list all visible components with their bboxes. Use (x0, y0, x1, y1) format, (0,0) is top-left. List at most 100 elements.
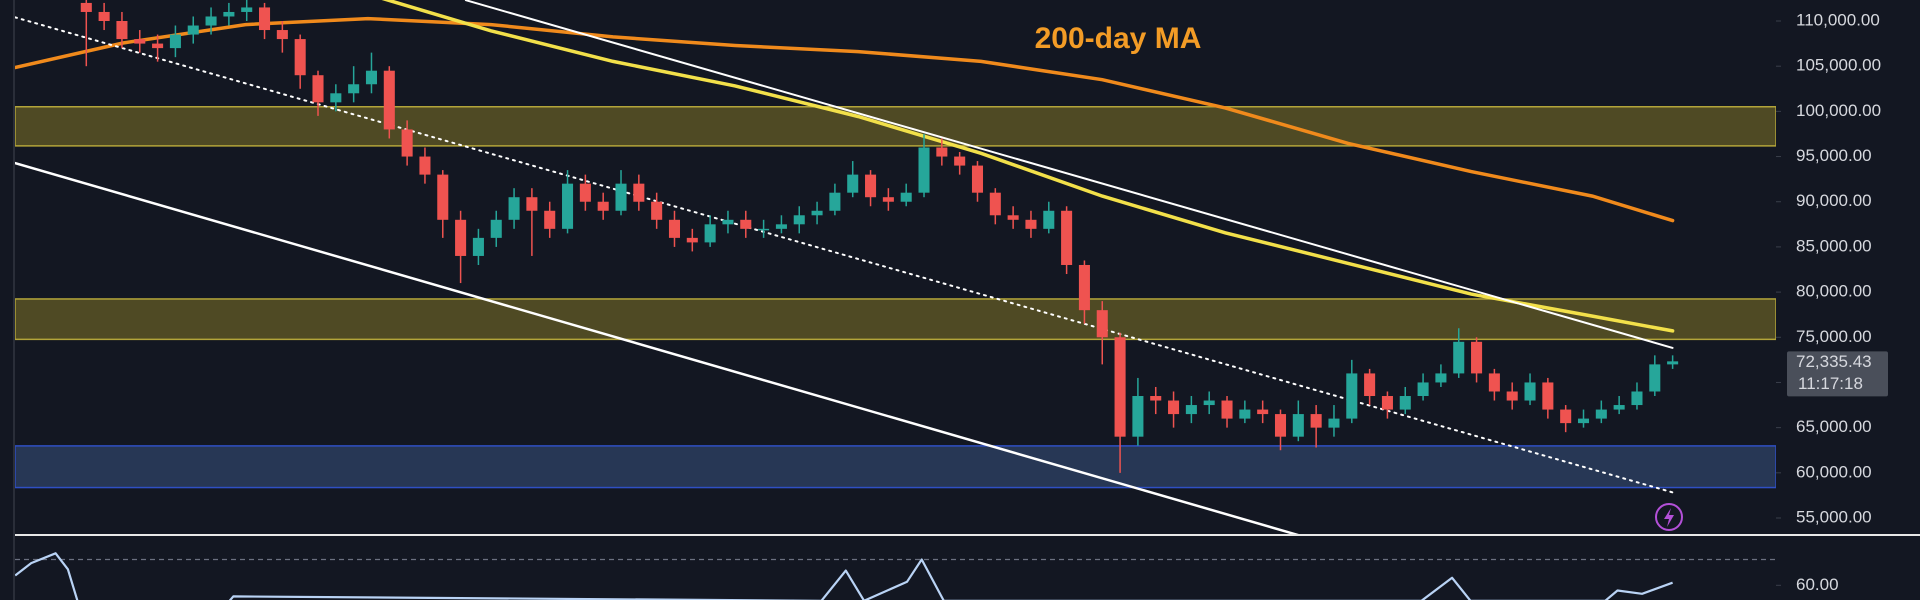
candle-body (348, 84, 360, 94)
candle-body (294, 39, 306, 76)
icon-circle (1655, 503, 1683, 531)
candle-body (1631, 391, 1643, 406)
candle-body (1524, 382, 1536, 401)
candle-body (1488, 373, 1500, 392)
y-tick-label: 80,000.00 (1796, 282, 1872, 301)
trend-line (15, 16, 1675, 223)
candle-body (508, 197, 520, 220)
y-tick-label: 90,000.00 (1796, 191, 1872, 210)
candle-body (562, 183, 574, 229)
candle-body (1043, 210, 1055, 229)
candle-body (1007, 215, 1019, 220)
candle-body (668, 219, 681, 238)
rsi-line (15, 552, 1673, 600)
candle-body (1364, 373, 1376, 397)
candle-body (1114, 337, 1126, 437)
candle-body (1506, 391, 1518, 401)
candle-body (169, 34, 181, 49)
candle-body (704, 224, 716, 243)
y-tick-label: 85,000.00 (1796, 236, 1872, 255)
trend-line (15, 161, 1301, 535)
candle-body (918, 147, 930, 193)
candle-body (686, 237, 698, 243)
candle-body (936, 147, 948, 157)
candle-body (633, 183, 645, 202)
ma-annotation: 200-day MA (1035, 22, 1202, 55)
candle-body (1471, 341, 1483, 374)
candle-body (1274, 414, 1287, 437)
candle-body (259, 7, 271, 31)
candle-body (882, 197, 894, 202)
candle-body (1667, 361, 1679, 365)
icon-bolt (1664, 508, 1674, 527)
candle-body (1310, 414, 1322, 428)
candle-body (1061, 210, 1073, 265)
candle-body (758, 228, 770, 231)
price-tag-label: 72,335.43 (1796, 352, 1872, 371)
zone (15, 445, 1776, 489)
candle-body (1150, 396, 1162, 401)
y-tick-label: 95,000.00 (1796, 146, 1872, 165)
candle-body (330, 93, 342, 103)
candle-body (1613, 405, 1625, 410)
y-tick-label: 110,000.00 (1796, 10, 1880, 29)
candle-body (1239, 409, 1251, 419)
candle-body (383, 70, 395, 130)
candle-body (1649, 364, 1661, 392)
candle-body (1292, 414, 1304, 437)
candle-body (241, 7, 253, 12)
candle-body (829, 192, 841, 211)
candle-body (312, 75, 324, 103)
candle-body (1560, 409, 1572, 424)
y-tick-label: 100,000.00 (1796, 101, 1881, 120)
candle-body (865, 174, 877, 198)
candle-body (1203, 400, 1215, 406)
candle-body (1417, 382, 1429, 397)
candle-body (1132, 396, 1144, 437)
lightning-icon (1655, 503, 1683, 531)
candle-body (1453, 341, 1465, 374)
price-tag-countdown: 11:17:18 (1798, 374, 1863, 393)
candle-body (1381, 396, 1393, 410)
zone (15, 298, 1776, 341)
candle-body (490, 219, 502, 238)
y-tick-label: 60,000.00 (1796, 462, 1872, 481)
y-tick-label: 55,000.00 (1796, 507, 1872, 526)
candle-body (472, 237, 484, 256)
candle-body (579, 183, 591, 202)
candle-body (205, 16, 217, 26)
candle-body (811, 210, 823, 216)
candle-body (1399, 396, 1411, 410)
trend-line (381, 0, 1675, 333)
candle-body (1257, 409, 1269, 415)
candle-body (1025, 219, 1037, 229)
candle-body (1096, 310, 1108, 338)
candle-body (597, 201, 609, 211)
rsi-panel (15, 552, 1776, 600)
candle-body (615, 183, 627, 211)
candle-body (223, 11, 235, 17)
price-axis: 110,000.00 105,000.00 100,000.00 95,000.00 9… (1776, 10, 1888, 594)
candle-body (740, 219, 752, 229)
candle-body (1168, 400, 1180, 415)
candle-body (98, 11, 110, 22)
y-tick-label: 65,000.00 (1796, 417, 1872, 436)
candle-body (1595, 409, 1607, 419)
candle-body (1542, 382, 1554, 410)
candle-body (544, 210, 556, 229)
trend-line (15, 16, 1674, 494)
rsi-tick-label: 60.00 (1796, 575, 1839, 594)
candle-body (971, 165, 984, 193)
candle-body (1577, 418, 1590, 424)
price-tag (1787, 351, 1888, 397)
candle-body (455, 219, 467, 256)
candle-body (793, 215, 805, 225)
candle-body (152, 43, 164, 49)
price-panel (15, 0, 1776, 535)
candle-body (651, 201, 663, 220)
candle-body (401, 129, 413, 157)
candle-body (80, 2, 92, 12)
candle-body (1185, 405, 1197, 415)
candle-body (134, 39, 146, 44)
